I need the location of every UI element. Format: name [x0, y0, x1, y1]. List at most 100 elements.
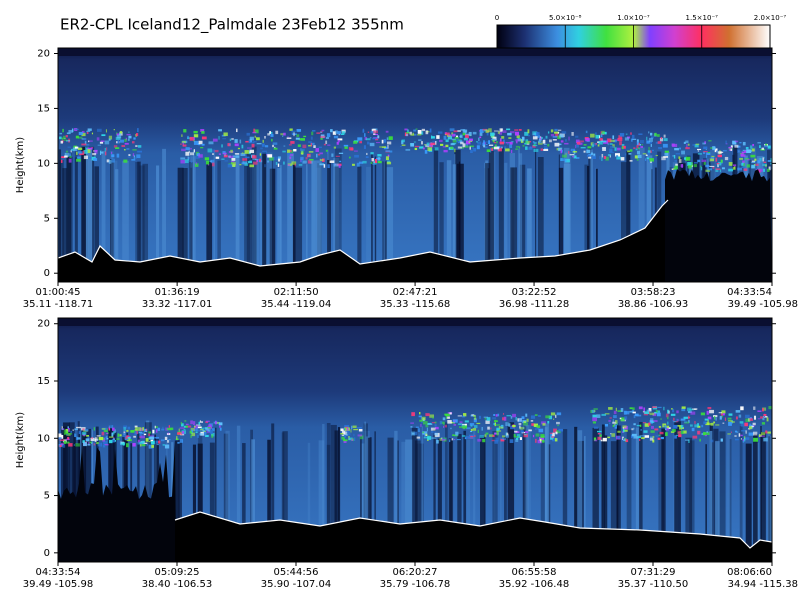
cloud-speck [728, 168, 734, 172]
cloud-speck [548, 139, 552, 143]
cloud-speck [82, 150, 85, 155]
cloud-speck [87, 128, 92, 131]
cloud-speck [444, 413, 450, 416]
signal-stripe [265, 152, 273, 282]
cloud-speck [187, 425, 192, 428]
cloud-speck [636, 145, 639, 149]
cloud-speck [320, 131, 322, 133]
cloud-speck [655, 410, 658, 414]
cloud-speck [338, 164, 341, 168]
cloud-speck [117, 140, 120, 144]
cloud-speck [666, 428, 669, 431]
cloud-speck [472, 147, 474, 149]
cloud-speck [325, 140, 328, 145]
cloud-speck [761, 422, 766, 425]
cloud-speck [670, 413, 676, 416]
signal-stripe [493, 436, 496, 562]
signal-stripe [411, 427, 418, 562]
cloud-speck [720, 413, 724, 416]
signal-stripe [601, 439, 603, 562]
signal-stripe [401, 441, 406, 562]
cloud-speck [235, 155, 240, 158]
cloud-speck [60, 159, 63, 163]
cloud-speck [655, 141, 659, 144]
cloud-speck [552, 139, 557, 141]
cloud-speck [557, 131, 560, 134]
cloud-speck [77, 151, 83, 154]
cloud-speck [501, 435, 506, 438]
cloud-speck [747, 159, 750, 161]
cloud-speck [495, 437, 499, 442]
x-location-label: 38.40 -106.53 [142, 579, 212, 590]
signal-stripe [558, 154, 560, 282]
cloud-speck [624, 137, 629, 141]
cloud-speck [619, 133, 625, 137]
x-tick-label: 01:00:45 [36, 287, 81, 298]
cloud-speck [595, 132, 597, 135]
cloud-speck [474, 435, 476, 437]
cloud-speck [103, 428, 108, 433]
cloud-speck [319, 152, 323, 155]
signal-stripe [485, 163, 491, 282]
cloud-speck [201, 131, 205, 134]
cloud-speck [499, 141, 505, 144]
cloud-speck [58, 434, 64, 439]
cloud-speck [290, 141, 295, 144]
cloud-speck [193, 139, 195, 142]
cloud-speck [557, 129, 562, 131]
cloud-speck [411, 432, 416, 435]
cloud-speck [728, 162, 733, 166]
cloud-speck [139, 433, 142, 438]
cloud-speck [245, 156, 250, 159]
cloud-speck [343, 439, 347, 443]
cloud-speck [757, 410, 762, 412]
cloud-speck [103, 440, 108, 445]
cloud-speck [272, 142, 278, 145]
signal-stripe [383, 161, 385, 282]
cloud-speck [703, 151, 708, 153]
cloud-speck [231, 138, 234, 140]
cloud-speck [670, 431, 675, 433]
cloud-speck [523, 422, 529, 426]
cloud-speck [714, 415, 716, 420]
signal-stripe [192, 444, 197, 562]
cloud-speck [308, 150, 314, 153]
cloud-speck [615, 407, 617, 412]
cloud-speck [552, 438, 556, 442]
cloud-speck [671, 168, 674, 170]
cloud-speck [259, 153, 262, 156]
signal-stripe [473, 430, 476, 562]
cloud-speck [541, 421, 546, 425]
cloud-speck [450, 143, 455, 146]
signal-stripe [215, 427, 217, 562]
cloud-speck [232, 155, 236, 158]
cloud-speck [341, 434, 346, 436]
cloud-speck [261, 143, 265, 147]
cloud-speck [705, 148, 707, 150]
cloud-speck [618, 135, 623, 139]
cloud-speck [152, 429, 155, 434]
cloud-speck [575, 139, 580, 144]
cloud-speck [734, 140, 739, 143]
cloud-speck [287, 152, 291, 156]
cloud-speck [757, 142, 761, 144]
cloud-speck [597, 430, 602, 433]
cloud-speck [532, 434, 535, 438]
cloud-speck [348, 437, 353, 441]
cloud-speck [636, 424, 640, 427]
y-tick-label: 5 [44, 491, 50, 502]
cloud-speck [516, 135, 520, 139]
cloud-speck [758, 168, 763, 172]
cloud-speck [134, 425, 138, 428]
cloud-speck [707, 420, 710, 423]
cloud-speck [494, 419, 497, 422]
cloud-speck [609, 148, 613, 153]
cloud-speck [112, 427, 115, 431]
cloud-speck [612, 419, 614, 423]
cloud-speck [414, 133, 417, 136]
cloud-speck [249, 149, 255, 154]
signal-stripe [311, 160, 316, 282]
cloud-speck [113, 129, 115, 131]
cloud-speck [144, 428, 148, 433]
signal-stripe [242, 443, 246, 562]
